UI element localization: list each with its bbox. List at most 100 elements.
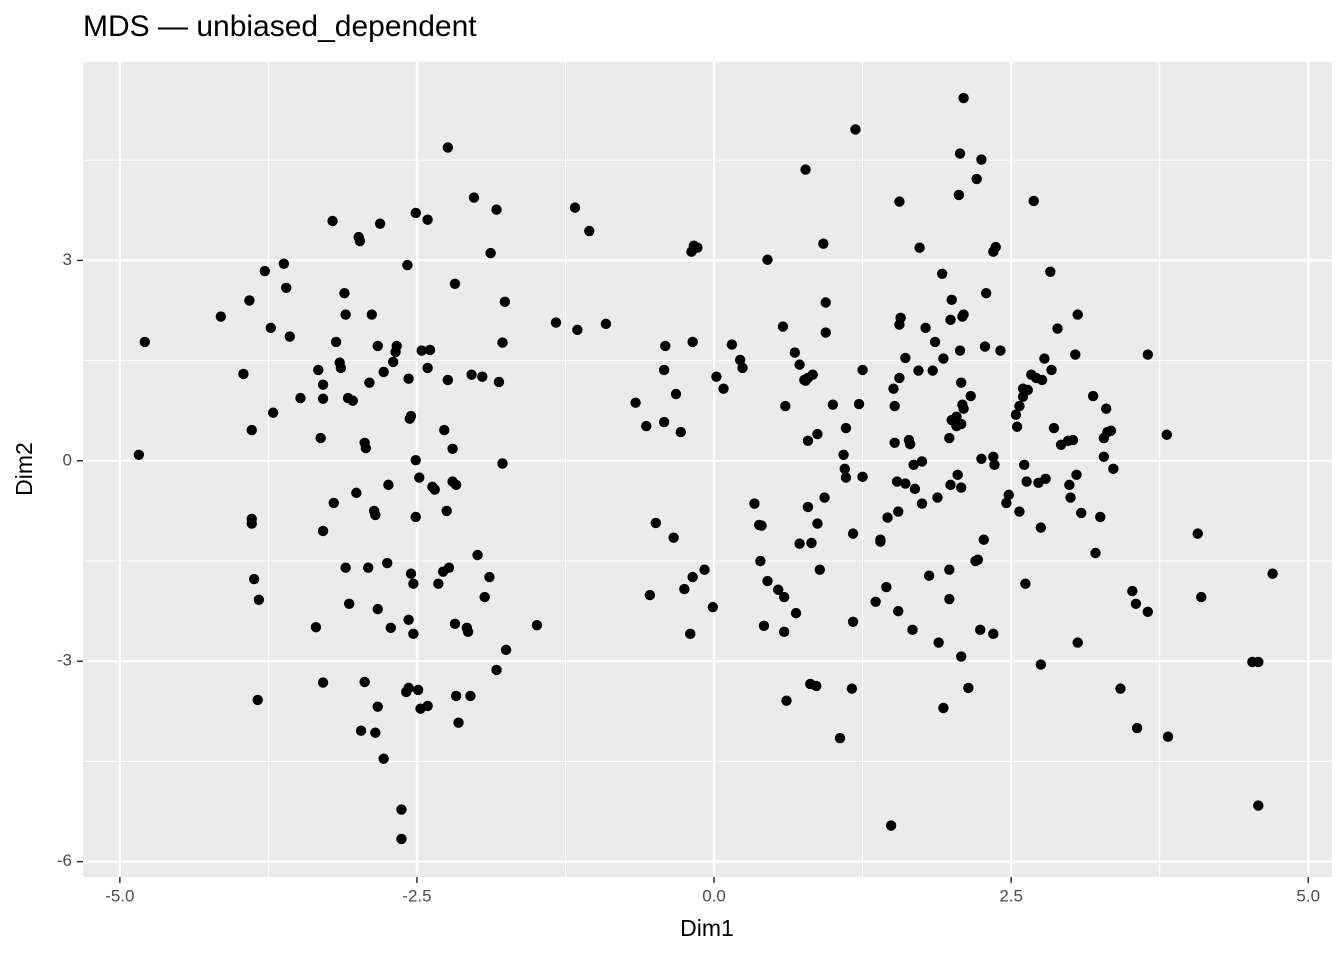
point	[893, 605, 904, 617]
point	[630, 397, 641, 408]
point	[794, 538, 805, 549]
point	[958, 309, 969, 320]
point	[965, 390, 976, 402]
y-tick-label: 0	[63, 450, 72, 469]
point	[1105, 425, 1117, 436]
point	[989, 459, 1000, 471]
point	[660, 340, 671, 352]
point	[923, 570, 935, 581]
point	[778, 626, 790, 638]
point	[891, 476, 903, 487]
point	[472, 549, 483, 561]
point	[755, 555, 766, 567]
point	[450, 690, 462, 702]
point	[340, 562, 351, 573]
point	[1064, 479, 1075, 491]
point	[442, 374, 454, 386]
point	[888, 383, 899, 394]
point	[550, 317, 562, 328]
point	[410, 207, 421, 219]
point	[954, 345, 966, 356]
point	[449, 618, 461, 630]
point	[600, 318, 612, 330]
point	[990, 241, 1001, 253]
point	[372, 340, 383, 352]
point	[450, 479, 462, 491]
point	[847, 528, 859, 539]
point	[339, 287, 350, 299]
point	[363, 562, 374, 573]
point	[447, 443, 458, 454]
point	[718, 383, 729, 394]
point	[1010, 409, 1022, 420]
point	[913, 365, 924, 376]
point	[938, 353, 949, 364]
point	[650, 517, 662, 529]
point	[433, 578, 444, 589]
point	[313, 364, 324, 376]
point	[383, 479, 394, 491]
point	[468, 192, 480, 203]
point	[340, 309, 351, 320]
point	[976, 453, 987, 465]
point	[699, 564, 710, 575]
point	[1101, 403, 1112, 414]
point	[259, 265, 271, 277]
point	[916, 498, 928, 509]
point	[1036, 374, 1048, 386]
point	[317, 393, 329, 404]
point	[317, 379, 329, 390]
point	[914, 242, 925, 253]
point	[396, 833, 407, 845]
point	[1161, 429, 1173, 440]
point	[410, 454, 421, 466]
point	[139, 336, 150, 348]
point	[238, 368, 249, 380]
point	[711, 371, 722, 382]
point	[441, 505, 452, 517]
point	[644, 589, 656, 601]
point	[894, 196, 905, 207]
point	[439, 424, 450, 436]
point	[958, 92, 969, 104]
point	[679, 583, 690, 595]
point	[945, 479, 956, 491]
point	[1039, 353, 1050, 364]
point	[894, 372, 905, 384]
point	[953, 189, 965, 201]
point	[956, 482, 967, 493]
point	[952, 469, 963, 481]
point	[1115, 683, 1126, 694]
point	[1253, 800, 1264, 811]
point	[569, 202, 581, 213]
point	[802, 501, 814, 513]
point	[1052, 323, 1063, 334]
point	[988, 628, 999, 640]
points	[133, 92, 1278, 845]
point	[927, 365, 938, 376]
point	[491, 204, 502, 215]
point	[972, 554, 984, 565]
point	[944, 564, 955, 575]
point	[670, 388, 682, 400]
point	[491, 664, 502, 676]
point	[1162, 731, 1174, 742]
point	[422, 214, 433, 225]
point	[343, 598, 355, 609]
point	[846, 683, 858, 694]
point	[360, 442, 372, 454]
point	[354, 235, 366, 247]
point	[920, 322, 931, 334]
point	[315, 432, 326, 444]
point	[1022, 384, 1033, 396]
point	[889, 400, 900, 412]
point	[327, 215, 338, 227]
point	[422, 362, 433, 374]
point	[707, 601, 719, 613]
point	[773, 584, 784, 595]
point	[895, 312, 906, 324]
point	[978, 534, 990, 545]
point	[1046, 364, 1057, 376]
point	[416, 345, 427, 356]
point	[668, 532, 679, 543]
